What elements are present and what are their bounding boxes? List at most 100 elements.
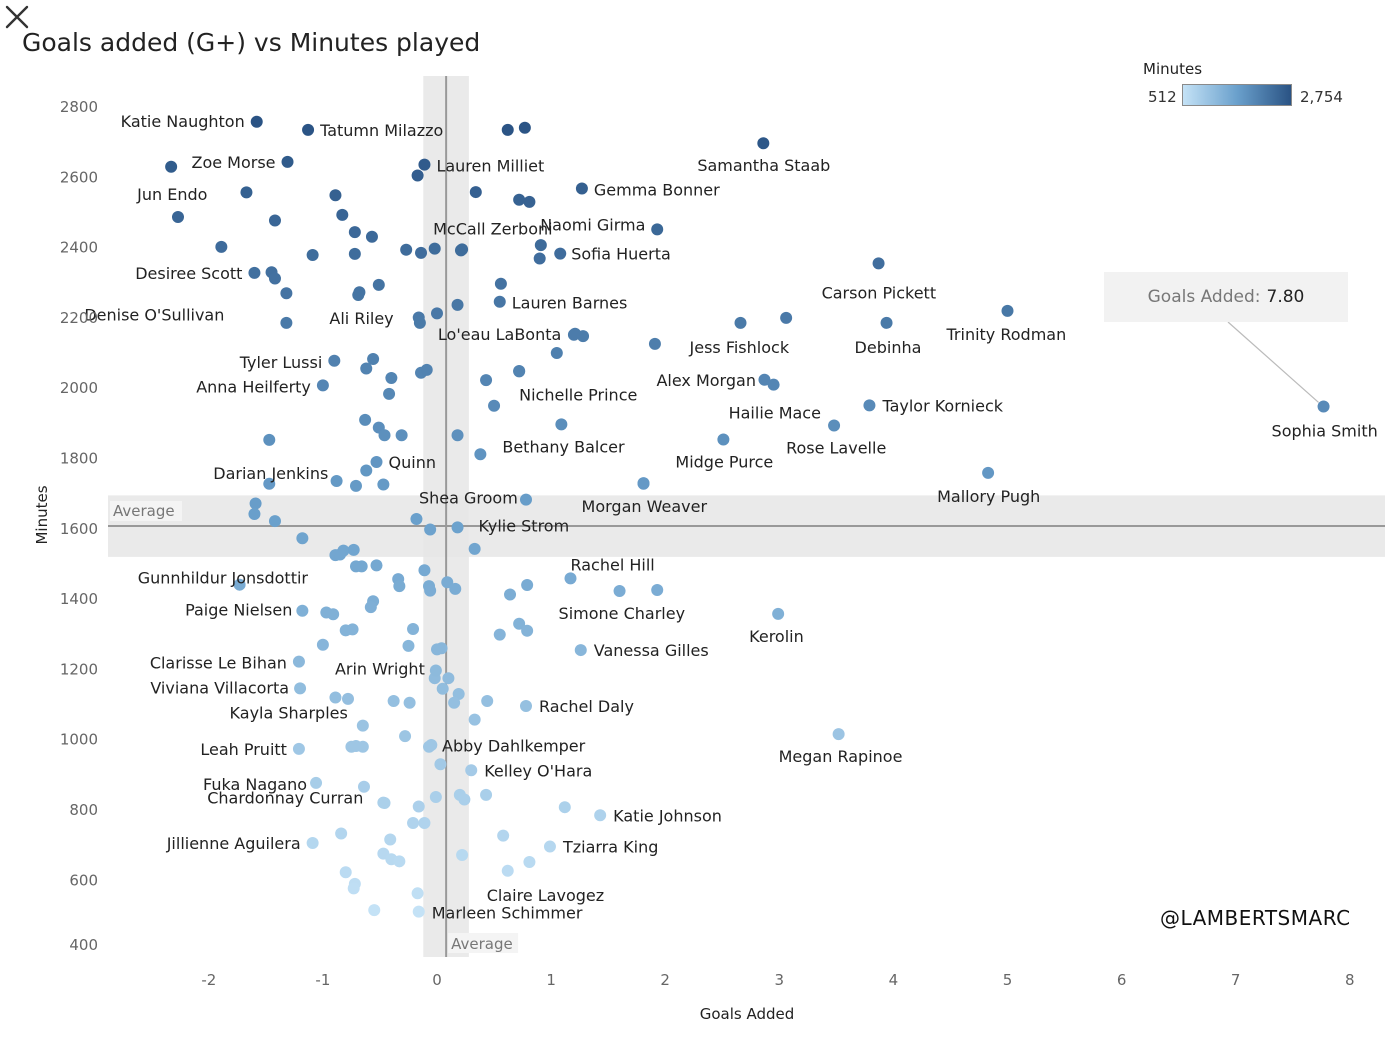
data-point[interactable] (403, 696, 416, 709)
data-point[interactable] (780, 311, 793, 324)
data-point[interactable] (468, 542, 481, 555)
data-point[interactable] (280, 316, 293, 329)
data-point[interactable] (347, 882, 360, 895)
data-point[interactable] (456, 848, 469, 861)
data-point[interactable] (448, 696, 461, 709)
data-point[interactable] (734, 316, 747, 329)
data-point[interactable] (564, 572, 577, 585)
data-point[interactable] (872, 257, 885, 270)
data-point[interactable] (1001, 304, 1014, 317)
data-point[interactable] (349, 740, 362, 753)
data-point[interactable] (441, 576, 454, 589)
data-point[interactable] (513, 617, 526, 630)
data-point[interactable] (355, 560, 368, 573)
data-point[interactable] (428, 242, 441, 255)
data-point[interactable] (359, 413, 372, 426)
data-point[interactable] (494, 277, 507, 290)
data-point[interactable] (370, 456, 383, 469)
data-point[interactable] (519, 493, 532, 506)
data-point[interactable] (550, 347, 563, 360)
data-point[interactable] (513, 365, 526, 378)
data-point[interactable] (316, 379, 329, 392)
data-point[interactable] (757, 137, 770, 150)
data-point[interactable] (296, 532, 309, 545)
data-point[interactable] (329, 691, 342, 704)
data-point[interactable] (651, 583, 664, 596)
data-point[interactable] (458, 793, 471, 806)
data-point[interactable] (347, 543, 360, 556)
data-point[interactable] (268, 214, 281, 227)
data-point[interactable] (393, 855, 406, 868)
data-point[interactable] (424, 584, 437, 597)
data-point[interactable] (523, 195, 536, 208)
data-point[interactable] (451, 298, 464, 311)
data-point[interactable] (480, 374, 493, 387)
data-point[interactable] (377, 478, 390, 491)
close-button[interactable] (4, 4, 30, 30)
data-point[interactable] (497, 829, 510, 842)
data-point[interactable] (171, 211, 184, 224)
data-point[interactable] (342, 692, 355, 705)
data-point[interactable] (521, 579, 534, 592)
data-point[interactable] (334, 548, 347, 561)
data-point[interactable] (327, 608, 340, 621)
data-point[interactable] (434, 758, 447, 771)
data-point[interactable] (429, 790, 442, 803)
data-point[interactable] (863, 399, 876, 412)
data-point[interactable] (248, 508, 261, 521)
data-point[interactable] (250, 115, 263, 128)
data-point[interactable] (575, 182, 588, 195)
data-point[interactable] (613, 585, 626, 598)
data-point[interactable] (543, 840, 556, 853)
data-point[interactable] (493, 628, 506, 641)
data-point[interactable] (268, 272, 281, 285)
data-point[interactable] (501, 123, 514, 136)
data-point[interactable] (594, 809, 607, 822)
data-point[interactable] (402, 639, 415, 652)
data-point[interactable] (534, 239, 547, 252)
data-point[interactable] (410, 512, 423, 525)
data-point[interactable] (558, 801, 571, 814)
data-point[interactable] (880, 316, 893, 329)
data-point[interactable] (368, 904, 381, 917)
data-point[interactable] (302, 123, 315, 136)
data-point[interactable] (306, 837, 319, 850)
data-point[interactable] (451, 429, 464, 442)
data-point[interactable] (413, 316, 426, 329)
data-point[interactable] (360, 464, 373, 477)
data-point[interactable] (423, 740, 436, 753)
data-point[interactable] (367, 353, 380, 366)
data-point[interactable] (501, 864, 514, 877)
data-point[interactable] (456, 243, 469, 256)
data-point[interactable] (249, 497, 262, 510)
data-point[interactable] (469, 186, 482, 199)
data-point[interactable] (280, 287, 293, 300)
data-point[interactable] (346, 623, 359, 636)
data-point[interactable] (365, 230, 378, 243)
data-point[interactable] (292, 742, 305, 755)
data-point[interactable] (465, 764, 478, 777)
data-point[interactable] (356, 719, 369, 732)
data-point[interactable] (429, 664, 442, 677)
data-point[interactable] (268, 515, 281, 528)
data-point[interactable] (412, 905, 425, 918)
data-point[interactable] (400, 243, 413, 256)
data-point[interactable] (418, 564, 431, 577)
data-point[interactable] (451, 521, 464, 534)
data-point[interactable] (637, 477, 650, 490)
data-point[interactable] (335, 827, 348, 840)
data-point[interactable] (488, 399, 501, 412)
data-point[interactable] (384, 833, 397, 846)
data-point[interactable] (519, 699, 532, 712)
data-point[interactable] (348, 247, 361, 260)
data-point[interactable] (316, 638, 329, 651)
data-point[interactable] (364, 601, 377, 614)
data-point[interactable] (442, 672, 455, 685)
data-point[interactable] (399, 730, 412, 743)
data-point[interactable] (982, 466, 995, 479)
data-point[interactable] (418, 158, 431, 171)
data-point[interactable] (407, 817, 420, 830)
data-point[interactable] (248, 266, 261, 279)
data-point[interactable] (387, 695, 400, 708)
